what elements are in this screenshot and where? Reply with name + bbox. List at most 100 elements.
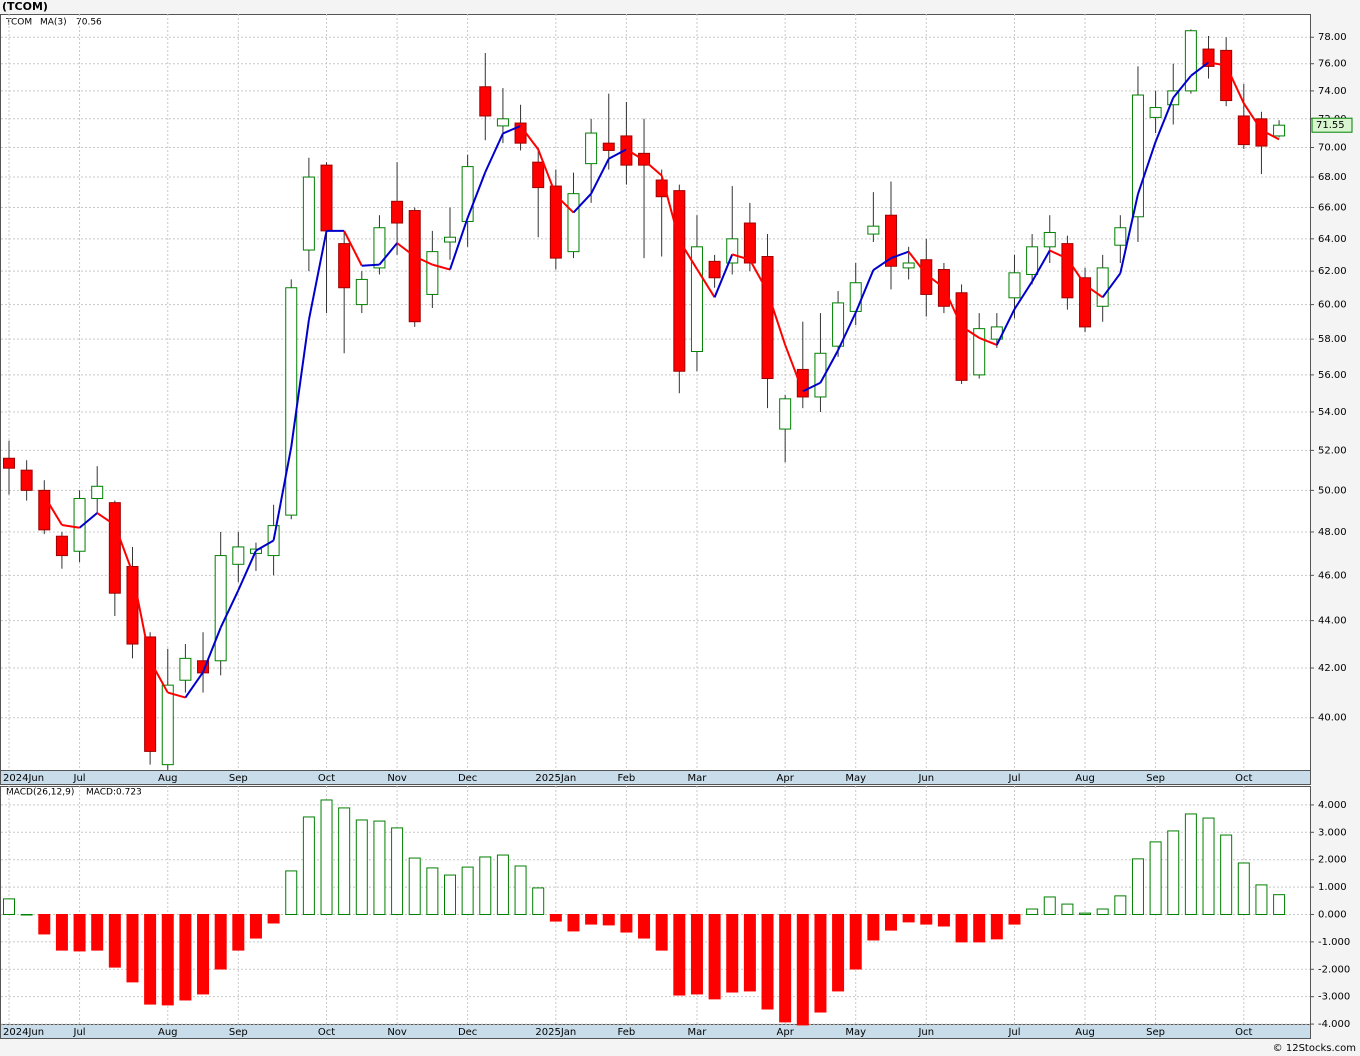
- ma-line: [1084, 284, 1104, 299]
- macd-bar: [796, 913, 809, 1026]
- macd-bar: [885, 913, 897, 931]
- macd-bar: [179, 913, 192, 1001]
- ma-line: [907, 251, 928, 276]
- x-axis-strip: [0, 770, 1311, 785]
- x-tick-label: Sep: [229, 773, 248, 784]
- price-tag-label: 71.55: [1316, 120, 1345, 131]
- ma-line: [396, 242, 416, 258]
- y-tick-label: 44.00: [1318, 616, 1347, 627]
- candle-body: [655, 179, 668, 198]
- ma-line: [802, 381, 821, 393]
- candle-body: [673, 190, 686, 372]
- macd-bar: [197, 913, 210, 995]
- y-tick-label: 46.00: [1318, 570, 1347, 581]
- ma-line: [43, 495, 63, 526]
- y-tick-label: 52.00: [1318, 445, 1347, 456]
- candle-body: [920, 259, 933, 295]
- macd-bar: [708, 913, 721, 1000]
- ma-line: [131, 572, 152, 661]
- ma-line: [1013, 281, 1033, 310]
- y-tick-label: 48.00: [1318, 527, 1347, 538]
- x-tick-label: Feb: [618, 1027, 636, 1038]
- candle-body: [1043, 231, 1056, 248]
- candle-body: [1237, 115, 1250, 146]
- candle-body: [426, 251, 439, 295]
- y-tick-label: -2.000: [1318, 964, 1350, 975]
- ma-line: [555, 194, 575, 214]
- macd-bar: [673, 913, 686, 996]
- ma-line: [343, 230, 363, 267]
- x-tick-label: Jul: [1007, 1027, 1020, 1038]
- macd-bar: [285, 870, 298, 915]
- ma-line: [466, 171, 487, 219]
- x-axis-strip: [0, 1024, 1311, 1039]
- ma-line: [696, 268, 716, 298]
- candle-body: [320, 164, 333, 232]
- ma-line: [713, 254, 734, 298]
- candle-body: [91, 485, 104, 500]
- y-tick-label: 68.00: [1318, 172, 1347, 183]
- candle-body: [285, 287, 298, 516]
- candle-body: [1273, 124, 1286, 137]
- ma-line: [943, 287, 963, 327]
- macd-bar: [267, 913, 280, 924]
- macd-bar: [532, 887, 545, 915]
- footer: © 12Stocks.com: [1273, 1043, 1356, 1054]
- y-tick-label: 74.00: [1318, 86, 1347, 97]
- x-tick-label: Apr: [777, 773, 795, 784]
- chart-title: (TCOM): [2, 0, 48, 13]
- ma-line: [925, 273, 945, 289]
- candle-body: [179, 657, 192, 681]
- ma-line: [537, 149, 557, 196]
- candle-body: [867, 225, 880, 235]
- candle-body: [585, 132, 598, 165]
- macd-bar: [1255, 884, 1268, 915]
- ma-line: [149, 660, 169, 694]
- y-tick-label: -4.000: [1318, 1019, 1350, 1030]
- candle-body: [1026, 246, 1039, 275]
- macd-bar: [620, 913, 633, 933]
- macd-bar: [126, 913, 139, 983]
- ma-line: [678, 239, 698, 270]
- candle-body: [373, 227, 386, 269]
- ma-line: [484, 133, 504, 173]
- macd-bar: [655, 913, 668, 951]
- candle-body: [567, 193, 580, 253]
- macd-bar: [214, 913, 227, 970]
- y-tick-label: 70.00: [1318, 143, 1347, 154]
- candle-body: [20, 469, 33, 491]
- candle-body: [761, 255, 774, 380]
- x-tick-label: Nov: [387, 773, 407, 784]
- x-tick-label: Aug: [1075, 773, 1095, 784]
- y-tick-label: -3.000: [1318, 992, 1350, 1003]
- macd-bar: [690, 913, 703, 995]
- ma-line: [837, 312, 857, 351]
- x-tick-label: Jun: [917, 1027, 934, 1038]
- macd-bar: [955, 913, 968, 943]
- ma-line: [961, 325, 980, 339]
- x-tick-label: Dec: [458, 773, 477, 784]
- macd-bar: [743, 913, 756, 992]
- candle-body: [338, 243, 351, 289]
- candle-body: [1008, 272, 1021, 299]
- y-tick-label: 2.000: [1318, 855, 1347, 866]
- candle-body: [726, 238, 739, 264]
- y-tick-label: 62.00: [1318, 266, 1347, 277]
- candle-body: [708, 260, 721, 279]
- macd-bar: [55, 913, 68, 951]
- x-tick-label: Oct: [1235, 773, 1252, 784]
- x-tick-label: Dec: [458, 1027, 477, 1038]
- ma-line: [608, 148, 627, 160]
- macd-bar: [920, 913, 933, 925]
- macd-bar: [726, 913, 739, 993]
- ma-line: [1049, 249, 1068, 260]
- x-tick-label: Mar: [688, 773, 708, 784]
- ma-line: [307, 230, 328, 321]
- macd-bar: [1149, 841, 1162, 915]
- ma-line: [625, 148, 645, 162]
- ma-line: [1208, 61, 1227, 67]
- x-tick-label: Nov: [387, 1027, 407, 1038]
- macd-bar: [73, 913, 86, 952]
